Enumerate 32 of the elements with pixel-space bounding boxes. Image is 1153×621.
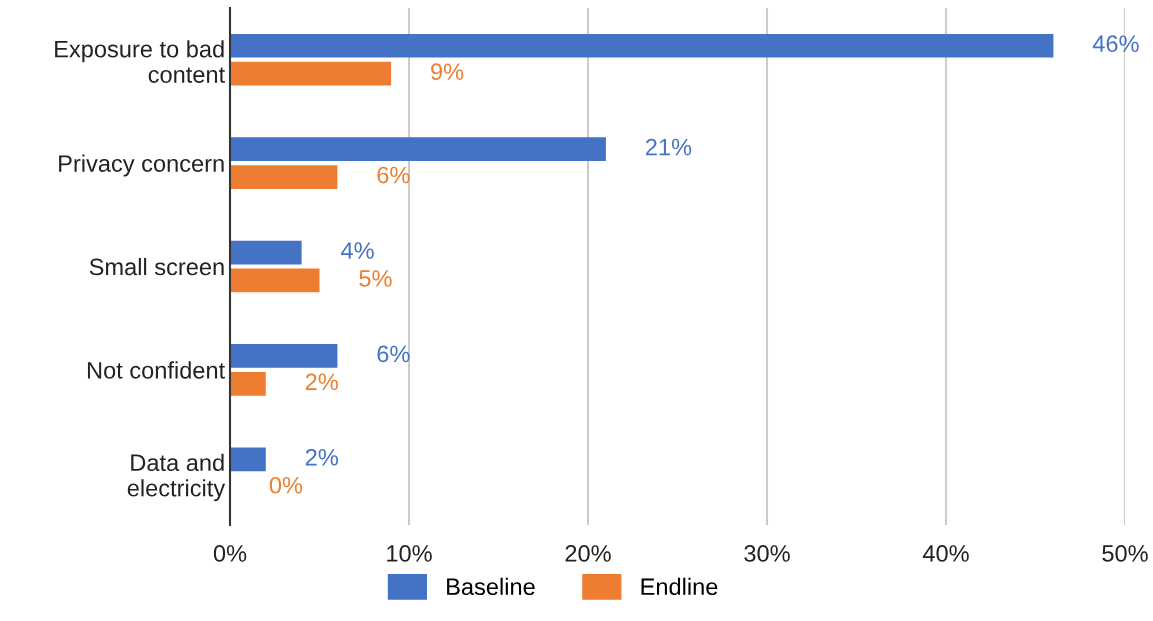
legend-label: Baseline [447,577,535,596]
legend-label: Endline [641,577,718,596]
data-label: 2% [305,448,338,466]
bar [230,61,392,86]
bar [230,371,266,396]
x-tick-label: 0% [213,545,247,562]
x-tick-label: 30% [744,545,790,562]
bar [230,447,266,472]
bar [230,165,338,189]
data-label: 6% [377,345,410,363]
y-tick-label: Privacy concern [59,154,224,177]
x-tick-label: 50% [1102,545,1148,562]
data-label: 0% [269,476,303,494]
y-tick-label: Exposure to bad content [55,40,225,83]
y-tick-label: Data and electricity [127,453,226,502]
bar [230,268,320,293]
x-tick-label: 10% [387,545,432,562]
bar [230,240,302,265]
data-label: 21% [645,138,692,156]
y-tick-label: Not confident [87,361,225,379]
y-tick-label: Small screen [89,257,224,276]
data-label: 5% [359,270,392,287]
data-label: 46% [1092,35,1139,53]
data-label: 4% [341,242,374,259]
data-label: 2% [305,373,338,391]
bar [230,137,606,162]
bar [230,33,1054,58]
data-label: 6% [377,166,410,184]
x-tick-label: 20% [565,545,611,562]
data-label: 9% [431,63,464,80]
x-tick-label: 40% [922,545,969,562]
bar [230,344,338,368]
